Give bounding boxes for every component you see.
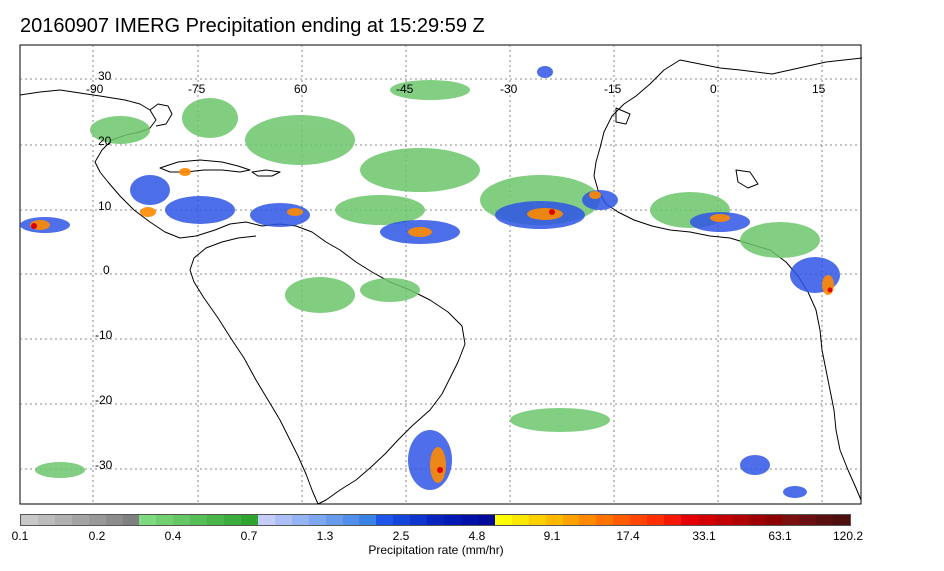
colorbar-segment — [88, 515, 106, 525]
colorbar-segment — [105, 515, 123, 525]
lon-label-15: 15 — [812, 82, 826, 96]
colorbar-segment — [630, 515, 648, 525]
colorbar-segment — [833, 515, 851, 525]
colorbar-label: 4.8 — [468, 529, 486, 543]
colorbar-label: 17.4 — [616, 529, 640, 543]
colorbar-segment — [122, 515, 140, 525]
colorbar-segment — [494, 515, 512, 525]
colorbar-segment — [444, 515, 461, 525]
colorbar-segment — [224, 515, 241, 525]
colorbar-label: 120.2 — [832, 529, 864, 543]
lat-label-minus20: -20 — [95, 393, 113, 407]
colorbar-segment — [748, 515, 766, 525]
colorbar-segment — [697, 515, 715, 525]
colorbar-segment — [274, 515, 292, 525]
lat-label-minus10: -10 — [95, 328, 113, 342]
colorbar-label: 2.5 — [392, 529, 410, 543]
colorbar-segment — [731, 515, 749, 525]
colorbar-segment — [647, 515, 665, 525]
lon-label-minus15: -15 — [604, 82, 622, 96]
colorbar-segment — [207, 515, 225, 525]
lat-label-10: 10 — [98, 199, 112, 213]
lon-label-minus90: -90 — [86, 82, 104, 96]
lat-label-30: 30 — [98, 69, 112, 83]
map-frame — [19, 44, 862, 505]
colorbar-label: 0.7 — [240, 529, 258, 543]
colorbar-label: 63.1 — [768, 529, 792, 543]
colorbar-label: 33.1 — [692, 529, 716, 543]
graticule — [20, 45, 861, 504]
colorbar-segment — [139, 515, 157, 525]
colorbar-label: 0.2 — [88, 529, 106, 543]
colorbar-segment — [54, 515, 72, 525]
colorbar-label: 0.1 — [11, 529, 29, 543]
lon-label-minus75: -75 — [188, 82, 206, 96]
colorbar-segment — [257, 515, 275, 525]
colorbar-segment — [680, 515, 698, 525]
colorbar-segment — [240, 515, 258, 525]
colorbar — [20, 514, 851, 526]
lat-label-20: 20 — [98, 134, 112, 148]
colorbar-segment — [173, 515, 191, 525]
colorbar-segment — [545, 515, 563, 525]
colorbar-segment — [308, 515, 326, 525]
lat-label-minus30: -30 — [95, 458, 113, 472]
colorbar-segment — [579, 515, 597, 525]
lon-label-60: 60 — [294, 82, 308, 96]
colorbar-segment — [511, 515, 529, 525]
colorbar-label: 9.1 — [543, 529, 561, 543]
colorbar-segment — [664, 515, 681, 525]
colorbar-segment — [477, 515, 495, 525]
colorbar-segment — [190, 515, 208, 525]
colorbar-segment — [562, 515, 580, 525]
lon-label-minus30: -30 — [500, 82, 518, 96]
colorbar-segment — [156, 515, 174, 525]
colorbar-segment — [291, 515, 309, 525]
colorbar-segment — [613, 515, 631, 525]
precip-red — [31, 209, 833, 473]
colorbar-segment — [782, 515, 800, 525]
colorbar-segment — [596, 515, 614, 525]
colorbar-segment — [325, 515, 343, 525]
colorbar-segment — [460, 515, 478, 525]
colorbar-segment — [37, 515, 55, 525]
lat-label-0: 0 — [103, 263, 110, 277]
colorbar-segment — [528, 515, 546, 525]
colorbar-segment — [342, 515, 360, 525]
lon-label-0: 0 — [710, 82, 717, 96]
colorbar-segment — [410, 515, 428, 525]
colorbar-segment — [427, 515, 445, 525]
colorbar-segment — [376, 515, 394, 525]
lon-label-minus45: -45 — [396, 82, 414, 96]
colorbar-segment — [71, 515, 89, 525]
colorbar-segment — [393, 515, 411, 525]
colorbar-label: 1.3 — [316, 529, 334, 543]
page-title: 20160907 IMERG Precipitation ending at 1… — [20, 15, 485, 37]
colorbar-segment — [816, 515, 834, 525]
colorbar-segment — [799, 515, 817, 525]
colorbar-label: 0.4 — [164, 529, 182, 543]
colorbar-segment — [21, 515, 38, 525]
colorbar-segment — [765, 515, 783, 525]
coastlines — [19, 57, 863, 505]
colorbar-segment — [359, 515, 377, 525]
colorbar-segment — [714, 515, 732, 525]
colorbar-title: Precipitation rate (mm/hr) — [368, 543, 504, 557]
